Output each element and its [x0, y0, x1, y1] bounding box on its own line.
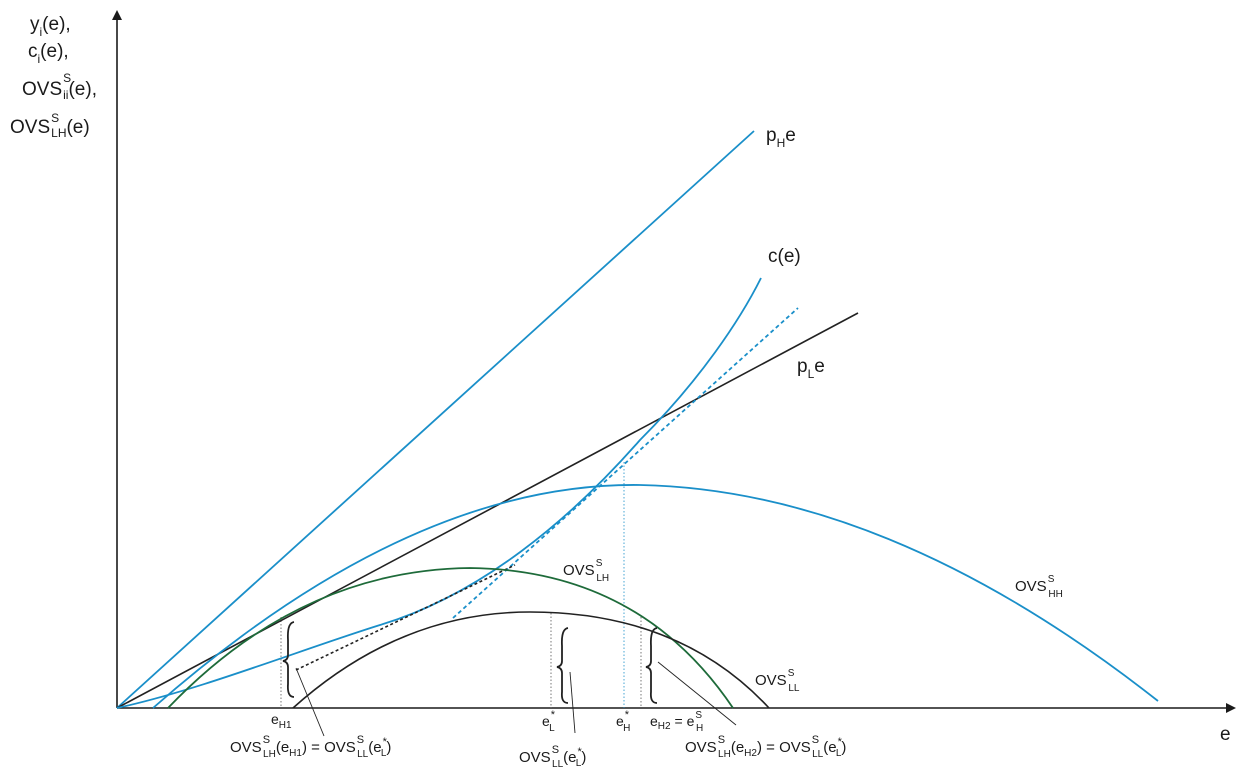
label-ovs-ll: OVSS LL: [755, 668, 800, 694]
label-pL-e: pLe: [797, 356, 825, 381]
curve-pH-e: [116, 130, 755, 709]
label-cost: c(e): [768, 246, 801, 267]
tick-eH: e* H: [616, 709, 630, 734]
label-ovs-hh: OVSS HH: [1015, 574, 1063, 600]
y-axis-label-line3: OVSS ii(e),: [22, 71, 97, 102]
annotation-ovs-ll-eL: OVSS LL(e* L): [519, 744, 586, 770]
leader-a1: [295, 667, 325, 737]
curve-pL-e: [116, 312, 859, 709]
curve-ovs-lh: [167, 567, 734, 709]
tangent-dashed-black: [295, 564, 516, 671]
brace-eH2: [645, 627, 658, 704]
curve-cost: [116, 277, 762, 709]
y-axis-label-line2: ci(e),: [28, 41, 69, 66]
curve-ovs-ll: [292, 611, 770, 709]
tick-eH2: eH2 = eS H: [650, 710, 703, 734]
tick-eH1: eH1: [271, 711, 292, 731]
annotation-ovs-eH1: OVSS LH(eH1) = OVSS LL(e* L): [230, 734, 391, 760]
leader-a3: [657, 661, 737, 726]
tick-eL: e* L: [542, 709, 556, 734]
annotation-ovs-eH2: OVSS LH(eH2) = OVSS LL(e* L): [685, 734, 846, 760]
y-axis-label-line4: OVSS LH(e): [10, 111, 90, 140]
brace-eL: [556, 627, 569, 704]
label-ovs-lh: OVSS LH: [563, 558, 609, 584]
tangent-dashed-blue: [452, 307, 799, 619]
curve-ovs-hh: [152, 484, 1159, 709]
brace-eH1: [282, 621, 295, 698]
x-axis-label: e: [1220, 724, 1231, 745]
leader-a2: [569, 671, 576, 734]
label-pH-e: pHe: [766, 125, 796, 150]
y-axis-label-line1: yi(e),: [30, 14, 71, 39]
